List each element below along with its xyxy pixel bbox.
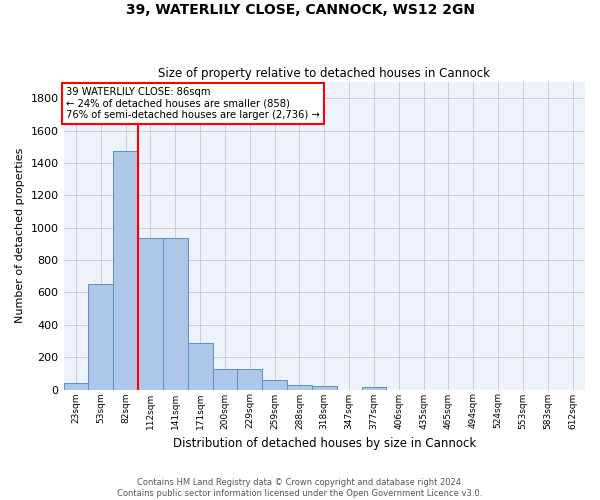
Bar xyxy=(362,387,386,390)
Bar xyxy=(163,238,188,390)
Title: Size of property relative to detached houses in Cannock: Size of property relative to detached ho… xyxy=(158,66,490,80)
Bar xyxy=(312,386,337,390)
Bar xyxy=(138,238,163,390)
Bar xyxy=(113,151,138,390)
Bar xyxy=(287,386,312,390)
Text: Contains HM Land Registry data © Crown copyright and database right 2024.
Contai: Contains HM Land Registry data © Crown c… xyxy=(118,478,482,498)
Bar xyxy=(238,370,262,390)
Bar xyxy=(64,384,88,390)
Text: 39 WATERLILY CLOSE: 86sqm
← 24% of detached houses are smaller (858)
76% of semi: 39 WATERLILY CLOSE: 86sqm ← 24% of detac… xyxy=(66,86,320,120)
Text: 39, WATERLILY CLOSE, CANNOCK, WS12 2GN: 39, WATERLILY CLOSE, CANNOCK, WS12 2GN xyxy=(125,2,475,16)
X-axis label: Distribution of detached houses by size in Cannock: Distribution of detached houses by size … xyxy=(173,437,476,450)
Bar xyxy=(88,284,113,390)
Y-axis label: Number of detached properties: Number of detached properties xyxy=(15,148,25,324)
Bar xyxy=(262,380,287,390)
Bar xyxy=(188,342,212,390)
Bar xyxy=(212,370,238,390)
